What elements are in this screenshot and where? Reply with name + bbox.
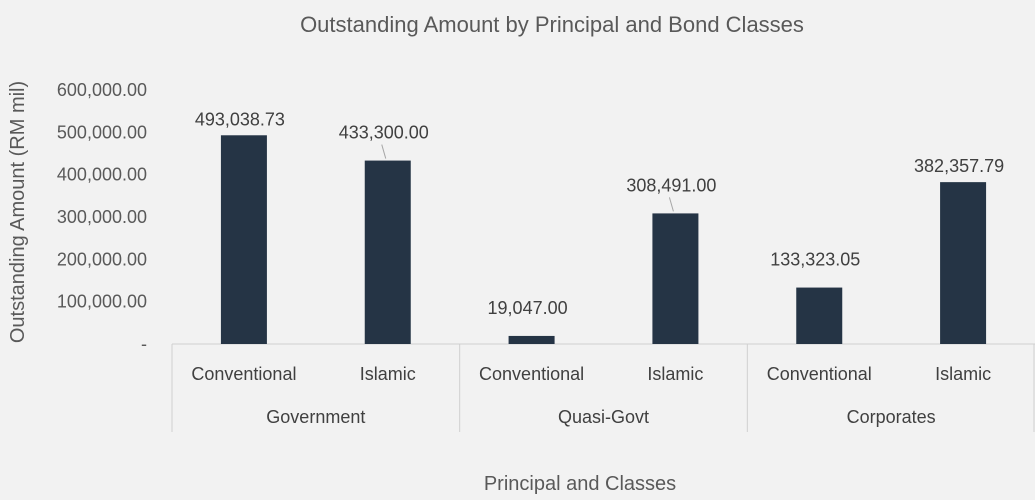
group-label: Government [266, 407, 365, 427]
x-axis-label: Principal and Classes [484, 473, 676, 495]
category-label: Islamic [935, 364, 991, 384]
category-label: Islamic [647, 364, 703, 384]
data-label: 493,038.73 [195, 109, 285, 129]
data-label: 382,357.79 [914, 156, 1004, 176]
group-label: Quasi-Govt [558, 407, 649, 427]
y-tick-label: 500,000.00 [57, 122, 147, 142]
category-label: Islamic [360, 364, 416, 384]
bar [364, 160, 411, 344]
data-label: 19,047.00 [488, 298, 568, 318]
data-label: 433,300.00 [339, 123, 429, 143]
x-axis [171, 343, 1035, 432]
category-label: Conventional [767, 364, 872, 384]
data-labels: 493,038.73 433,300.00 19,047.00 308,491.00 1… [195, 109, 1004, 318]
data-label: 133,323.05 [770, 250, 860, 270]
bar [220, 135, 267, 344]
data-label-leader [381, 144, 387, 159]
y-tick-label: 400,000.00 [57, 165, 147, 185]
bars [220, 135, 987, 344]
bar [508, 335, 555, 344]
category-label: Conventional [191, 364, 296, 384]
bar [796, 287, 843, 344]
y-axis-label: Outstanding Amount (RM mil) [7, 81, 29, 343]
group-label: Corporates [847, 407, 936, 427]
bar [652, 213, 699, 344]
y-axis-ticks: - 100,000.00 200,000.00 300,000.00 400,000.0… [57, 80, 147, 354]
data-label: 308,491.00 [626, 175, 716, 195]
chart-title: Outstanding Amount by Principal and Bond… [300, 12, 804, 37]
y-tick-label: 200,000.00 [57, 249, 147, 269]
category-label: Conventional [479, 364, 584, 384]
y-tick-label: 600,000.00 [57, 80, 147, 100]
y-tick-label: 300,000.00 [57, 207, 147, 227]
y-tick-label: 100,000.00 [57, 292, 147, 312]
bar [940, 182, 987, 344]
y-tick-label: - [141, 334, 147, 354]
data-label-leader [668, 197, 674, 212]
category-labels: Conventional Islamic Government Conventiona… [191, 364, 991, 427]
